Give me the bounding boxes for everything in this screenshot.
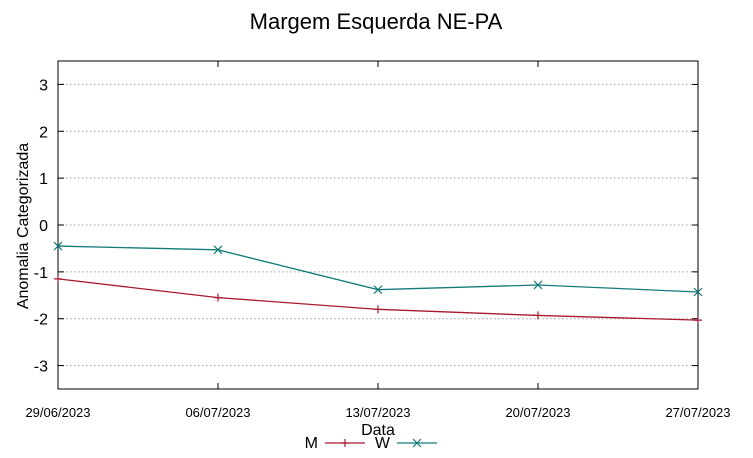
y-axis-label: Anomalia Categorizada (15, 143, 32, 309)
legend-label-w: W (375, 435, 391, 452)
plus-marker (341, 439, 349, 447)
legend-label-m: M (305, 435, 318, 452)
y-tick-label: -3 (34, 359, 48, 376)
y-tick-label: -2 (34, 312, 48, 329)
y-tick-label: 2 (39, 124, 48, 141)
cross-marker (213, 245, 223, 255)
x-tick-label: 13/07/2023 (345, 405, 410, 420)
cross-marker (412, 438, 422, 448)
grid-lines (58, 83, 698, 367)
cross-marker (53, 241, 63, 251)
cross-marker (533, 280, 543, 290)
x-tick-label: 06/07/2023 (185, 405, 250, 420)
chart-title: Margem Esquerda NE-PA (250, 9, 503, 34)
x-tick-label: 29/06/2023 (25, 405, 90, 420)
plus-marker (694, 316, 702, 325)
plus-marker (534, 311, 542, 320)
plus-marker (54, 274, 62, 283)
plus-marker (214, 293, 222, 302)
series-line-w (57, 245, 699, 293)
y-tick-label: 0 (39, 218, 48, 235)
series-layer (53, 241, 703, 325)
y-tick-label: 1 (39, 171, 48, 188)
y-axis-ticks: -3 -2 -1 0 1 2 3 (34, 77, 698, 376)
series-line-m (57, 278, 699, 321)
x-axis-label: Data (361, 422, 395, 439)
x-tick-label: 27/07/2023 (665, 405, 730, 420)
cross-marker (373, 285, 383, 295)
plus-marker (374, 305, 382, 314)
y-tick-label: -1 (34, 265, 48, 282)
cross-marker (693, 287, 703, 297)
x-tick-label: 20/07/2023 (505, 405, 570, 420)
y-tick-label: 3 (39, 77, 48, 94)
x-axis-ticks: 29/06/2023 06/07/2023 13/07/2023 20/07/2023… (25, 61, 731, 420)
